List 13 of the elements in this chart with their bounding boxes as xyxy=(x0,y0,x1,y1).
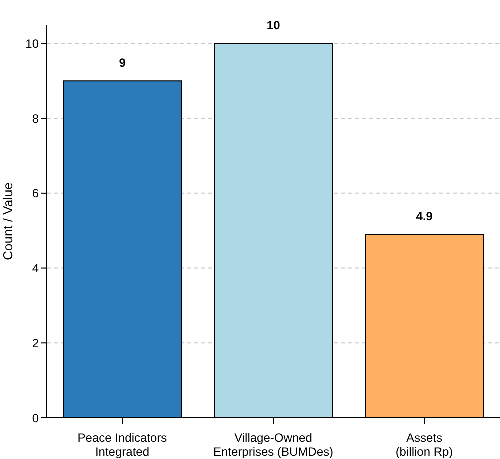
y-axis-title: Count / Value xyxy=(0,182,16,260)
y-tick-label: 8 xyxy=(32,112,40,126)
y-tick-label: 4 xyxy=(32,262,40,276)
data-label: 9 xyxy=(119,56,126,70)
y-tick-label: 0 xyxy=(32,411,40,426)
x-tick-label: Assets (billion Rp) xyxy=(396,431,454,459)
x-tick-label: Village-Owned Enterprises (BUMDes) xyxy=(213,431,334,459)
y-tick-label: 6 xyxy=(32,186,40,201)
data-label: 4.9 xyxy=(416,210,434,224)
data-label: 10 xyxy=(266,18,281,33)
x-tick-label: Peace Indicators Integrated xyxy=(78,431,168,459)
y-tick-label: 10 xyxy=(26,36,40,51)
y-tick-label: 2 xyxy=(32,336,40,350)
